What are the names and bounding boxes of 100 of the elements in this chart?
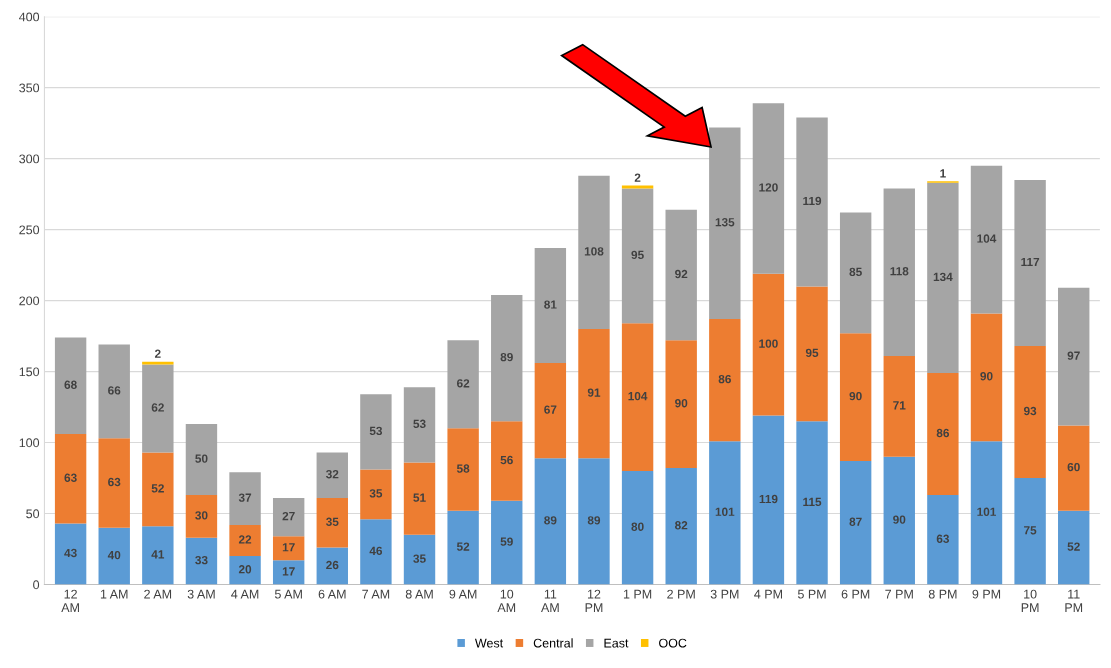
- x-tick-label: 4 PM: [754, 589, 782, 599]
- data-label: 104: [977, 234, 997, 243]
- bar: [142, 364, 174, 453]
- x-tick-label: 2 PM: [667, 589, 695, 599]
- data-label: 2: [634, 173, 641, 182]
- bar: [578, 458, 610, 585]
- bar: [1058, 425, 1090, 511]
- data-label: 115: [803, 497, 822, 507]
- bar: [360, 469, 392, 520]
- x-tick-label: 8 AM: [405, 589, 433, 599]
- bar: [229, 472, 261, 525]
- data-label: 53: [413, 419, 426, 428]
- bar: [665, 468, 697, 585]
- bar: [970, 165, 1003, 314]
- bar: [54, 337, 87, 435]
- bar: [796, 421, 828, 585]
- bar: [578, 328, 610, 459]
- data-label: 43: [64, 548, 77, 558]
- bar: [883, 355, 915, 457]
- data-label: 97: [1067, 351, 1080, 360]
- x-tick-label: 10 PM: [1021, 589, 1039, 612]
- data-label: 1: [940, 169, 946, 178]
- data-label: 52: [456, 542, 470, 551]
- bar: [403, 534, 436, 585]
- data-label: 118: [890, 267, 909, 276]
- data-label: 80: [631, 522, 644, 531]
- data-label: 90: [893, 515, 906, 524]
- bar: [98, 527, 130, 585]
- data-label: 53: [369, 426, 383, 436]
- legend-label: Central: [533, 638, 573, 648]
- y-tick-label: 300: [19, 154, 40, 164]
- bar: [98, 344, 130, 439]
- data-label: 37: [238, 493, 252, 502]
- x-tick-label: 5 PM: [797, 589, 826, 599]
- data-label: 51: [413, 493, 426, 502]
- bar: [185, 537, 218, 585]
- data-label: 90: [849, 391, 862, 401]
- data-label: 71: [893, 401, 906, 410]
- bar: [1014, 179, 1046, 347]
- bar: [272, 536, 305, 561]
- x-tick-label: 6 AM: [318, 589, 346, 599]
- y-tick-label: 250: [19, 225, 40, 235]
- x-tick-label: 4 AM: [231, 589, 259, 599]
- data-label: 91: [587, 388, 601, 397]
- data-label: 82: [675, 521, 688, 530]
- data-label: 86: [718, 374, 731, 384]
- bar: [185, 424, 218, 496]
- bar: [534, 248, 567, 364]
- x-tick-label: 1 PM: [623, 589, 652, 599]
- x-tick-label: 2 AM: [144, 589, 172, 599]
- bar: [316, 547, 348, 585]
- bar: [709, 319, 741, 442]
- data-label: 86: [936, 428, 950, 438]
- bar: [709, 441, 741, 585]
- bar: [447, 340, 479, 429]
- data-label: 101: [715, 507, 735, 516]
- y-tick-label: 100: [19, 438, 40, 448]
- bar: [491, 421, 523, 501]
- bar: [883, 456, 915, 585]
- x-tick-label: 11 AM: [541, 589, 559, 612]
- data-label: 17: [282, 543, 295, 552]
- data-label: 46: [369, 546, 383, 556]
- data-label: 92: [675, 269, 688, 279]
- data-label: 104: [628, 391, 648, 401]
- bar: [142, 526, 174, 585]
- data-label: 35: [413, 554, 426, 563]
- data-label: 62: [151, 403, 164, 412]
- data-label: 89: [544, 516, 557, 525]
- data-label: 63: [108, 477, 121, 487]
- bar: [839, 333, 872, 461]
- bar: [54, 523, 87, 585]
- bar: [1014, 346, 1046, 479]
- bar: [534, 363, 567, 459]
- bar: [403, 462, 436, 535]
- data-label: 120: [759, 183, 778, 192]
- data-label: 26: [326, 560, 339, 570]
- bar: [360, 519, 392, 585]
- bar: [752, 273, 785, 416]
- bar: [883, 188, 915, 356]
- data-label: 101: [977, 507, 997, 516]
- x-tick-label: 6 PM: [841, 589, 870, 599]
- legend-label: East: [604, 638, 629, 648]
- data-label: 81: [544, 300, 557, 309]
- y-tick-label: 350: [19, 83, 40, 93]
- bar: [360, 394, 392, 470]
- data-label: 135: [715, 218, 735, 227]
- bar: [839, 461, 872, 585]
- bar: [839, 212, 872, 334]
- data-label: 90: [675, 399, 688, 408]
- x-tick-label: 9 PM: [972, 589, 1001, 599]
- data-label: 95: [631, 250, 644, 260]
- bar: [796, 117, 828, 287]
- data-label: 60: [1067, 462, 1080, 472]
- data-label: 89: [587, 516, 601, 525]
- y-tick-label: 400: [19, 12, 40, 22]
- data-label: 35: [326, 517, 339, 526]
- data-label: 90: [980, 372, 993, 381]
- bar: [316, 497, 348, 548]
- bar: [534, 458, 567, 585]
- data-label: 117: [1021, 257, 1040, 267]
